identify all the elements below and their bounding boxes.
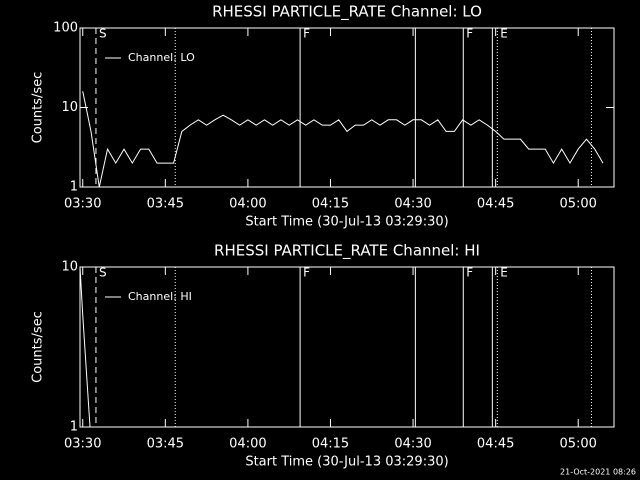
y-tick-label: 10 — [61, 100, 78, 115]
x-tick-label: 05:00 — [559, 437, 596, 452]
x-tick-label: 03:45 — [147, 437, 184, 452]
y-tick-label: 10 — [61, 260, 78, 275]
x-tick-label: 05:00 — [559, 197, 596, 212]
x-tick-label: 04:15 — [312, 437, 349, 452]
data-line — [82, 91, 604, 188]
chart-title: RHESSI PARTICLE_RATE Channel: HI — [214, 242, 480, 261]
event-label: F — [466, 27, 473, 41]
x-tick-label: 03:45 — [147, 197, 184, 212]
x-tick-label: 03:30 — [64, 437, 101, 452]
x-tick-label: 04:30 — [394, 197, 431, 212]
data-line — [79, 266, 91, 428]
event-label: F — [303, 27, 310, 41]
event-label: E — [500, 266, 508, 280]
legend-label: Channel: HI — [128, 290, 192, 303]
event-label: F — [303, 266, 310, 280]
y-tick-label: 1 — [70, 420, 78, 435]
x-axis-label: Start Time (30-Jul-13 03:29:30) — [245, 455, 448, 470]
plot-frame — [79, 266, 615, 428]
footer-timestamp: 21-Oct-2021 08:26 — [560, 468, 636, 477]
y-tick-label: 1 — [70, 180, 78, 195]
y-tick-label: 100 — [53, 21, 78, 36]
event-label: F — [466, 266, 473, 280]
event-label: S — [99, 27, 107, 41]
y-axis-label: Counts/sec — [31, 72, 46, 144]
x-tick-label: 04:15 — [312, 197, 349, 212]
x-tick-label: 04:00 — [229, 197, 266, 212]
legend-label: Channel: LO — [128, 51, 195, 64]
x-tick-label: 03:30 — [64, 197, 101, 212]
x-axis-label: Start Time (30-Jul-13 03:29:30) — [245, 215, 448, 230]
event-label: E — [500, 27, 508, 41]
x-tick-label: 04:00 — [229, 437, 266, 452]
x-tick-label: 04:45 — [477, 197, 514, 212]
event-label: S — [99, 266, 107, 280]
x-tick-label: 04:30 — [394, 437, 431, 452]
chart-title: RHESSI PARTICLE_RATE Channel: LO — [212, 3, 482, 22]
y-axis-label: Counts/sec — [31, 311, 46, 383]
x-tick-label: 04:45 — [477, 437, 514, 452]
